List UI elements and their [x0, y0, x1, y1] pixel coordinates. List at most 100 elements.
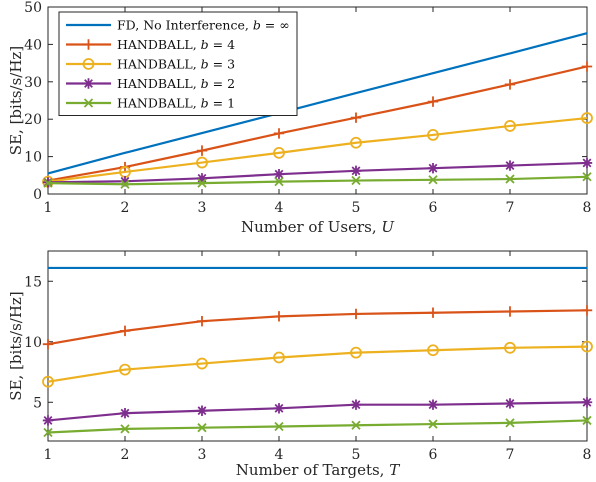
plot-area-frame — [47, 6, 588, 195]
data-point — [427, 307, 439, 318]
data-point — [196, 315, 208, 327]
y-tick-label: 10 — [24, 335, 42, 351]
data-point — [273, 128, 285, 139]
data-point — [581, 340, 593, 353]
data-point — [428, 419, 438, 429]
legend-item: HANDBALL, b = 3 — [66, 57, 235, 72]
x-tick-label: 4 — [275, 447, 284, 463]
x-tick-label: 3 — [198, 200, 207, 216]
data-point — [581, 61, 593, 72]
legend-label: HANDBALL, b = 3 — [117, 57, 235, 72]
data-point — [350, 346, 362, 359]
data-point — [582, 172, 592, 182]
series-2 — [42, 305, 593, 350]
data-point — [427, 399, 439, 410]
data-point — [274, 421, 284, 432]
y-tick-label: 40 — [24, 37, 42, 53]
data-point — [350, 112, 362, 123]
data-point — [350, 399, 362, 410]
data-point — [42, 338, 54, 350]
data-point — [273, 168, 285, 180]
series-3 — [42, 340, 593, 388]
legend-label: HANDBALL, b = 4 — [117, 37, 235, 52]
y-tick-label: 0 — [33, 187, 42, 203]
series-3 — [42, 112, 593, 188]
series-line — [47, 32, 588, 175]
data-point — [196, 405, 208, 416]
legend-item: HANDBALL, b = 4 — [66, 37, 235, 52]
bottom-chart-panel: 1 2 3 4 5 6 7 8 5 10 15 Number of Targets, T SE, [bi… — [7, 250, 593, 479]
data-point — [350, 136, 362, 149]
data-point — [350, 308, 362, 320]
x-axis-label: Number of Users, U — [241, 218, 395, 236]
data-point — [196, 156, 208, 169]
data-point — [504, 306, 516, 317]
legend-label: HANDBALL, b = 2 — [117, 76, 235, 91]
x-tick-label: 8 — [583, 200, 592, 216]
data-point — [197, 178, 207, 188]
data-point — [505, 174, 515, 184]
x-tick-label: 2 — [121, 447, 130, 463]
data-point — [505, 418, 515, 428]
legend-label: HANDBALL, b = 1 — [117, 96, 235, 111]
data-point — [427, 344, 439, 357]
data-point — [43, 427, 53, 438]
data-point — [273, 146, 285, 159]
data-point — [581, 397, 593, 408]
data-point — [42, 415, 54, 426]
data-point — [504, 398, 516, 409]
series-line — [47, 401, 588, 422]
data-point — [119, 176, 131, 187]
legend-marker — [83, 98, 94, 108]
series-line — [47, 175, 588, 186]
data-point — [120, 179, 130, 189]
y-tick-label: 10 — [24, 150, 42, 166]
legend-marker — [83, 39, 94, 50]
x-tick-label: 7 — [506, 447, 515, 463]
data-point — [582, 415, 592, 426]
data-point — [581, 157, 593, 169]
x-axis-label: Number of Targets, T — [236, 461, 400, 479]
y-axis-label: SE, [bits/s/Hz] — [7, 291, 25, 400]
y-tick-label: 5 — [33, 395, 42, 411]
data-point — [196, 145, 208, 156]
x-tick-label: 5 — [352, 200, 361, 216]
x-tick-label: 5 — [352, 447, 361, 463]
series-line — [47, 161, 588, 184]
x-tick-label: 1 — [44, 447, 53, 463]
data-point — [427, 162, 439, 174]
data-point — [504, 341, 516, 354]
data-point — [197, 423, 207, 433]
top-chart-panel: 1 2 3 4 5 6 7 8 0 10 20 30 40 50 Number of Users, U SE,… — [7, 0, 593, 236]
data-point — [119, 407, 131, 419]
x-tick-label: 2 — [121, 200, 130, 216]
data-point — [43, 178, 53, 188]
x-tick-label: 3 — [198, 447, 207, 463]
data-point — [581, 305, 593, 316]
legend-label: FD, No Interference, b = ∞ — [117, 18, 290, 33]
y-tick-label: 15 — [24, 274, 42, 290]
legend-marker — [82, 58, 95, 70]
data-point — [428, 175, 438, 185]
data-point — [350, 165, 362, 177]
data-point — [427, 96, 439, 107]
series-line — [47, 345, 588, 383]
data-point — [351, 175, 361, 186]
series-4 — [42, 397, 593, 426]
data-point — [504, 120, 516, 132]
data-point — [273, 351, 285, 364]
data-point — [504, 160, 516, 171]
series-line — [47, 419, 588, 434]
series-5 — [43, 172, 592, 189]
y-tick-label: 20 — [24, 112, 42, 128]
data-point — [120, 424, 130, 434]
data-point — [274, 177, 284, 187]
data-point — [581, 112, 593, 124]
legend-item: HANDBALL, b = 1 — [66, 96, 235, 111]
data-point — [196, 173, 208, 184]
series-line — [47, 116, 588, 183]
y-axis-label: SE, [bits/s/Hz] — [7, 46, 25, 155]
legend-item: FD, No Interference, b = ∞ — [66, 18, 290, 33]
series-1 — [47, 32, 588, 175]
data-point — [119, 363, 131, 376]
